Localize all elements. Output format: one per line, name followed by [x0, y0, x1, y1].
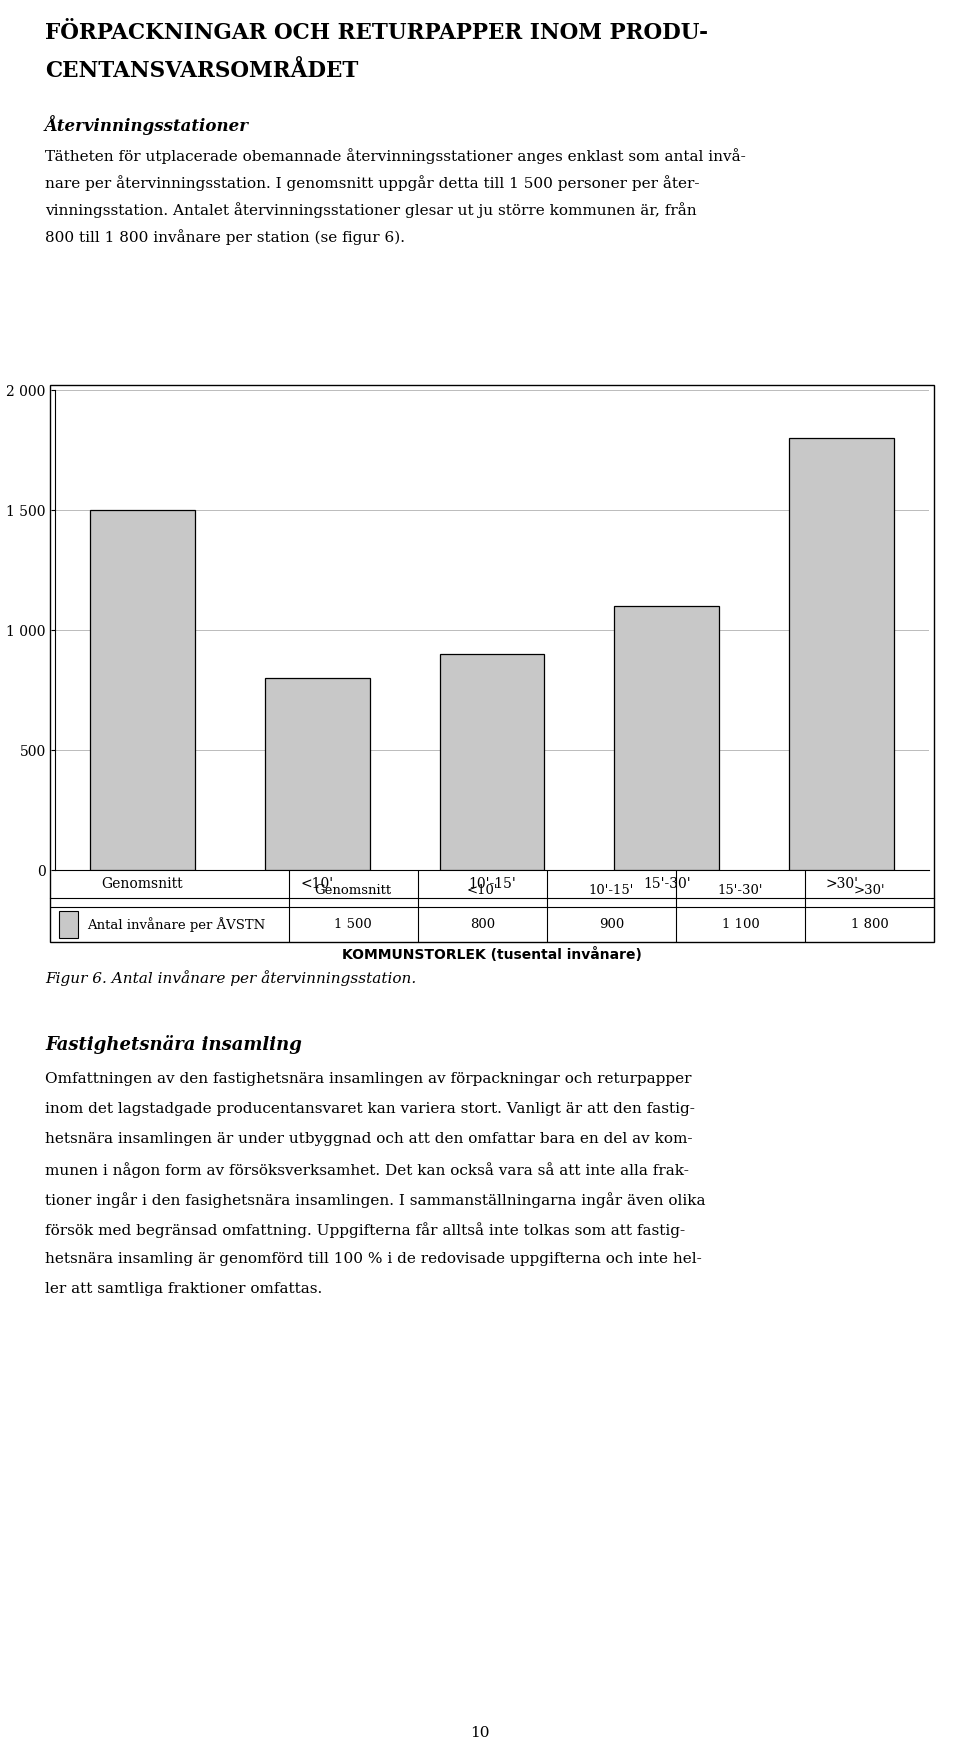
Bar [789, 437, 895, 869]
Text: Fastighetsnära insamling: Fastighetsnära insamling [45, 1035, 302, 1054]
Text: Tätheten för utplacerade obemannade återvinningsstationer anges enklast som anta: Tätheten för utplacerade obemannade åter… [45, 148, 746, 164]
Text: tioner ingår i den fasighetsnära insamlingen. I sammanställningarna ingår även o: tioner ingår i den fasighetsnära insamli… [45, 1192, 706, 1208]
Text: FÖRPACKNINGAR OCH RETURPAPPER INOM PRODU-: FÖRPACKNINGAR OCH RETURPAPPER INOM PRODU… [45, 21, 708, 44]
Text: 900: 900 [599, 919, 624, 931]
Text: nare per återvinningsstation. I genomsnitt uppgår detta till 1 500 personer per : nare per återvinningsstation. I genomsni… [45, 175, 700, 190]
Text: försök med begränsad omfattning. Uppgifterna får alltså inte tolkas som att fast: försök med begränsad omfattning. Uppgift… [45, 1222, 685, 1238]
Text: 800: 800 [469, 919, 494, 931]
Bar [265, 679, 370, 869]
Text: 10'-15': 10'-15' [588, 883, 634, 897]
Text: CENTANSVARSOMRÅDET: CENTANSVARSOMRÅDET [45, 60, 358, 83]
Text: 10: 10 [470, 1726, 490, 1740]
Text: Genomsnitt: Genomsnitt [315, 883, 392, 897]
Bar [440, 654, 544, 869]
Text: KOMMUNSTORLEK (tusental invånare): KOMMUNSTORLEK (tusental invånare) [342, 947, 642, 963]
Text: 15'-30': 15'-30' [718, 883, 763, 897]
Text: 1 100: 1 100 [722, 919, 759, 931]
Text: 800 till 1 800 invånare per station (se figur 6).: 800 till 1 800 invånare per station (se … [45, 229, 405, 245]
Text: <10': <10' [467, 883, 498, 897]
Text: 1 800: 1 800 [851, 919, 888, 931]
Text: munen i någon form av försöksverksamhet. Det kan också vara så att inte alla fra: munen i någon form av försöksverksamhet.… [45, 1162, 689, 1178]
Bar [89, 510, 195, 869]
Text: vinningsstation. Antalet återvinningsstationer glesar ut ju större kommunen är, : vinningsstation. Antalet återvinningssta… [45, 203, 697, 219]
Bar [614, 606, 719, 869]
Text: Antal invånare per ÅVSTN: Antal invånare per ÅVSTN [87, 917, 265, 933]
Text: hetsnära insamlingen är under utbyggnad och att den omfattar bara en del av kom-: hetsnära insamlingen är under utbyggnad … [45, 1132, 692, 1146]
Text: Återvinningsstationer: Återvinningsstationer [45, 115, 250, 136]
Bar [59, 911, 78, 938]
Text: Omfattningen av den fastighetsnära insamlingen av förpackningar och returpapper: Omfattningen av den fastighetsnära insam… [45, 1072, 691, 1086]
Text: hetsnära insamling är genomförd till 100 % i de redovisade uppgifterna och inte : hetsnära insamling är genomförd till 100… [45, 1252, 702, 1266]
Text: inom det lagstadgade producentansvaret kan variera stort. Vanligt är att den fas: inom det lagstadgade producentansvaret k… [45, 1102, 695, 1116]
Text: 1 500: 1 500 [334, 919, 372, 931]
Text: ler att samtliga fraktioner omfattas.: ler att samtliga fraktioner omfattas. [45, 1282, 323, 1296]
Text: Figur 6. Antal invånare per återvinningsstation.: Figur 6. Antal invånare per återvinnings… [45, 970, 417, 986]
Text: >30': >30' [853, 883, 885, 897]
